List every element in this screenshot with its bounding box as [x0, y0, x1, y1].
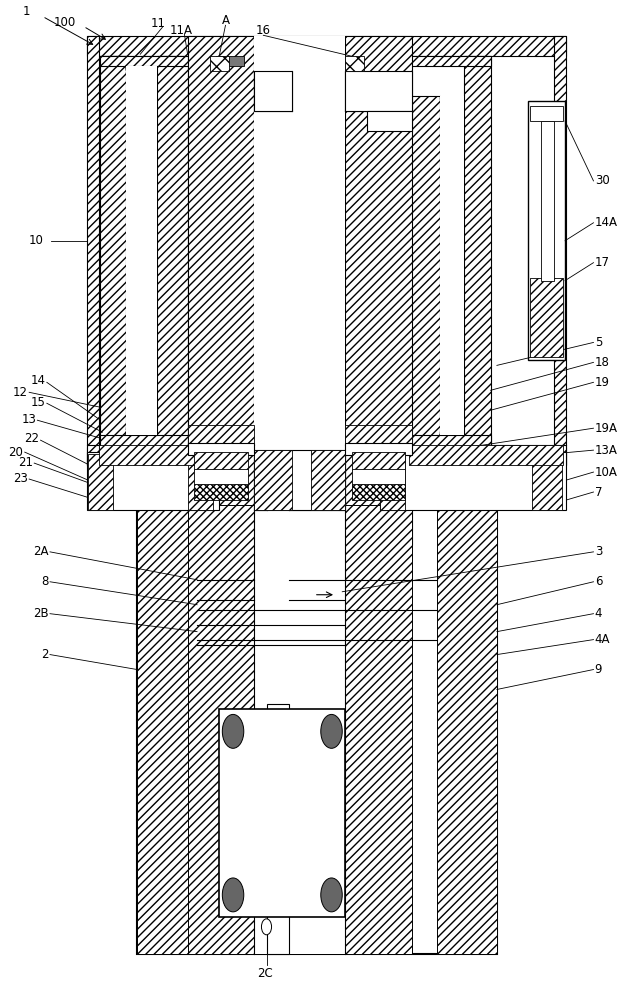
Bar: [216, 56, 245, 66]
Bar: [101, 435, 188, 447]
Text: 14: 14: [30, 374, 46, 387]
Text: 19A: 19A: [595, 422, 618, 435]
Circle shape: [321, 714, 342, 748]
Bar: [188, 454, 213, 510]
Bar: [346, 56, 365, 71]
Text: 4A: 4A: [595, 633, 611, 646]
Bar: [87, 36, 100, 465]
Bar: [346, 71, 411, 111]
Circle shape: [321, 878, 342, 912]
Bar: [352, 452, 405, 470]
Bar: [346, 36, 411, 545]
Bar: [87, 36, 566, 465]
Bar: [137, 505, 497, 954]
Bar: [210, 56, 229, 71]
Text: 13A: 13A: [595, 444, 618, 457]
Bar: [410, 435, 491, 447]
Bar: [368, 111, 411, 131]
Bar: [188, 36, 254, 545]
Text: 11A: 11A: [170, 24, 193, 37]
Bar: [137, 505, 197, 954]
Bar: [100, 445, 204, 465]
Bar: [410, 56, 491, 66]
Bar: [380, 454, 405, 510]
Text: A: A: [221, 14, 230, 27]
Text: 9: 9: [595, 663, 602, 676]
Bar: [188, 505, 254, 954]
Bar: [352, 484, 405, 500]
Bar: [157, 56, 188, 447]
Bar: [188, 425, 254, 445]
Text: 17: 17: [595, 256, 610, 269]
Bar: [346, 443, 411, 455]
Text: 2C: 2C: [257, 967, 273, 980]
Text: 2: 2: [41, 648, 49, 661]
Bar: [532, 454, 562, 510]
Text: 3: 3: [595, 545, 602, 558]
Text: 13: 13: [21, 413, 36, 426]
Bar: [440, 96, 464, 435]
Bar: [254, 36, 346, 455]
Text: 21: 21: [18, 456, 33, 469]
Text: 1: 1: [23, 5, 30, 18]
Circle shape: [223, 714, 244, 748]
Text: 19: 19: [595, 376, 610, 389]
Bar: [346, 505, 411, 954]
Circle shape: [223, 878, 244, 912]
Bar: [194, 452, 247, 470]
Text: 7: 7: [595, 486, 602, 499]
Bar: [194, 469, 247, 485]
Text: 4: 4: [595, 607, 602, 620]
Text: 2B: 2B: [33, 607, 49, 620]
Bar: [311, 450, 346, 510]
Bar: [126, 66, 157, 435]
Text: 6: 6: [595, 575, 602, 588]
Bar: [346, 425, 411, 445]
Bar: [188, 443, 254, 455]
Text: 2A: 2A: [33, 545, 49, 558]
Text: 10A: 10A: [595, 466, 618, 479]
Circle shape: [261, 919, 271, 935]
Bar: [464, 56, 491, 447]
Bar: [194, 484, 247, 500]
Bar: [531, 106, 563, 121]
Bar: [219, 709, 346, 917]
Text: 20: 20: [9, 446, 23, 459]
Bar: [101, 56, 188, 66]
Bar: [87, 36, 566, 56]
Bar: [254, 71, 292, 111]
Bar: [254, 450, 346, 510]
Bar: [88, 454, 113, 510]
Bar: [529, 101, 565, 360]
Bar: [437, 505, 497, 954]
Bar: [101, 56, 126, 447]
Text: 30: 30: [595, 174, 609, 187]
Text: 18: 18: [595, 356, 610, 369]
Text: 14A: 14A: [595, 216, 618, 229]
Bar: [87, 452, 219, 510]
Text: 100: 100: [53, 16, 75, 29]
Bar: [541, 121, 553, 281]
Text: 12: 12: [13, 386, 28, 399]
Bar: [254, 450, 292, 510]
Text: 10: 10: [29, 234, 44, 247]
Bar: [531, 278, 563, 357]
Bar: [352, 469, 405, 485]
Text: 22: 22: [24, 432, 39, 445]
Text: 8: 8: [41, 575, 49, 588]
Bar: [87, 447, 566, 465]
Bar: [254, 505, 346, 954]
Text: 5: 5: [595, 336, 602, 349]
Bar: [408, 445, 563, 465]
Text: 16: 16: [256, 24, 271, 37]
Bar: [266, 704, 288, 954]
Text: 15: 15: [30, 396, 46, 409]
Text: 23: 23: [13, 472, 28, 485]
Bar: [380, 452, 566, 510]
Bar: [553, 36, 566, 465]
Text: 11: 11: [150, 17, 165, 30]
Bar: [410, 96, 440, 447]
